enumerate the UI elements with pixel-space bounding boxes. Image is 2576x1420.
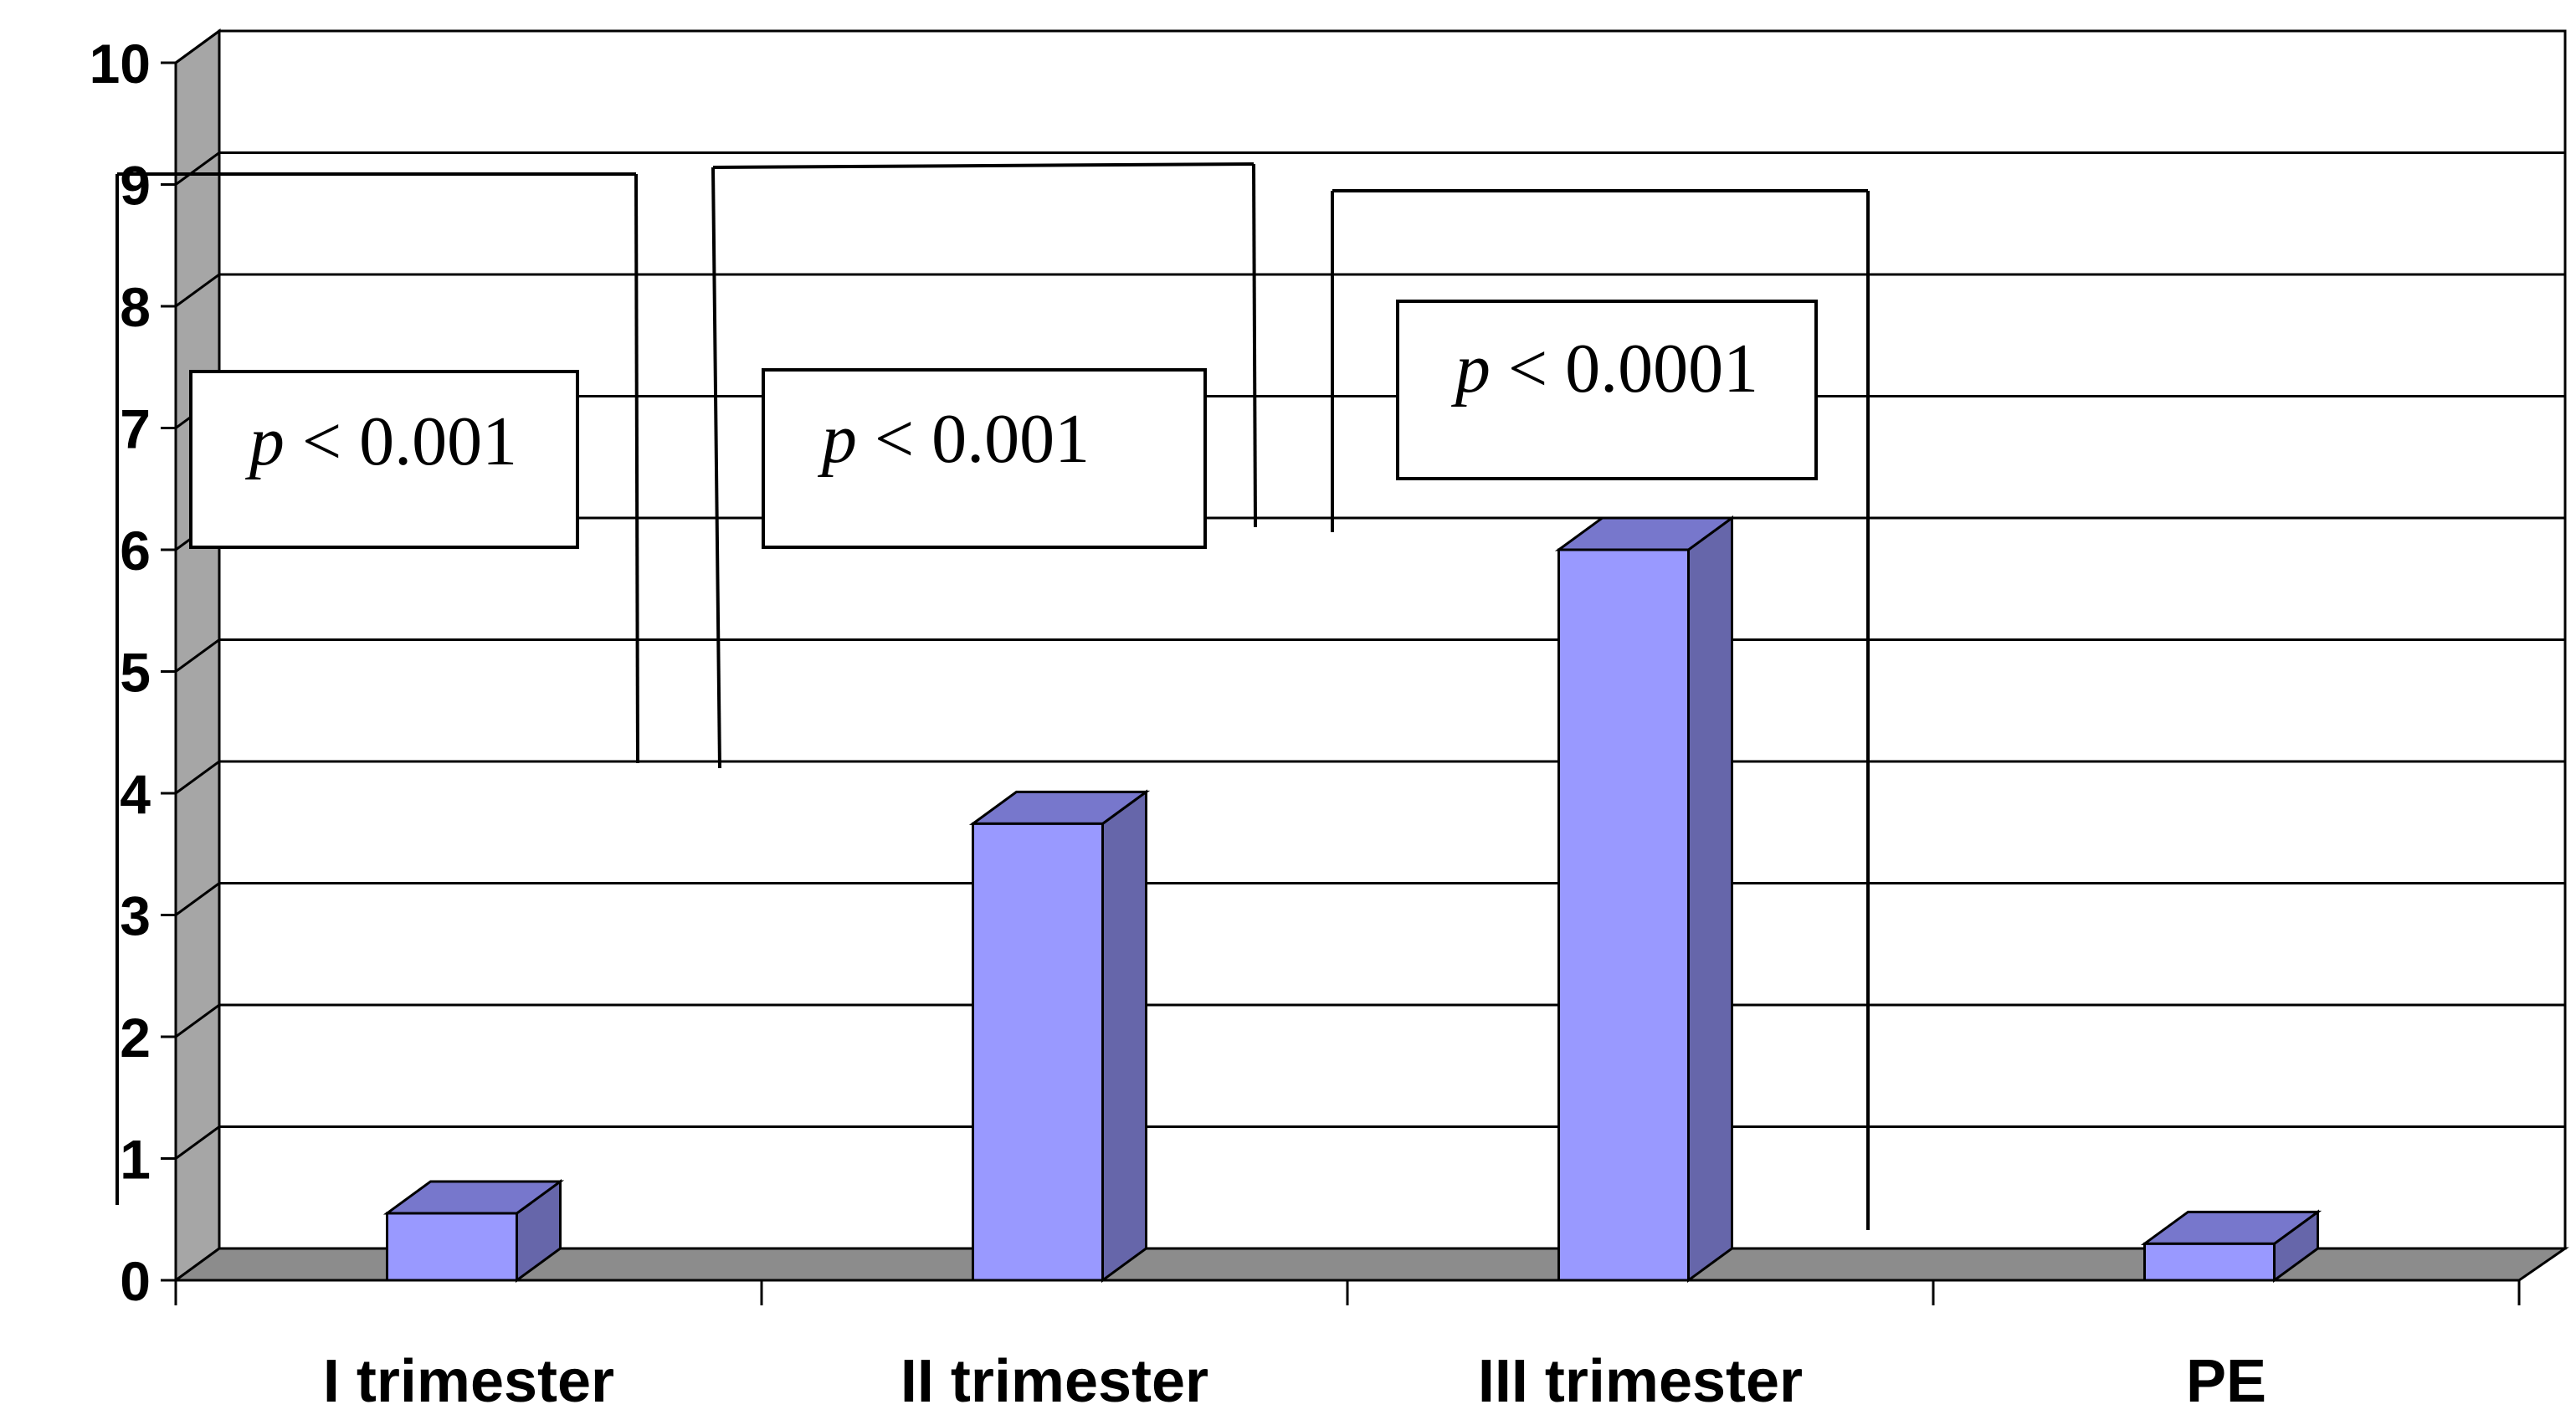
bracket-line [711, 167, 721, 769]
gridline [175, 1125, 2565, 1160]
gridline [175, 760, 2565, 795]
bracket-line [634, 173, 639, 764]
y-tick-label: 3 [120, 885, 151, 947]
p-value-label: p < 0.0001 [1451, 330, 1758, 408]
gridline [175, 273, 2565, 308]
bar [968, 789, 1151, 1283]
bar [2140, 1209, 2322, 1283]
gridline [175, 151, 2565, 186]
bar-front [2143, 1242, 2276, 1282]
y-tick-label: 5 [120, 642, 151, 704]
x-tick-label: PE [2186, 1348, 2266, 1415]
x-tick-label: III trimester [1478, 1348, 1803, 1415]
bar-side [1687, 515, 1733, 1283]
y-tick-label: 10 [90, 33, 151, 95]
bar-front [1557, 548, 1690, 1282]
x-tick-label: I trimester [323, 1348, 614, 1415]
bracket-line [1252, 163, 1257, 528]
y-tick-label: 6 [120, 520, 151, 582]
y-tick-label: 1 [120, 1129, 151, 1191]
gridline [175, 638, 2565, 673]
bar [1554, 515, 1737, 1283]
p-value-box [189, 370, 579, 549]
bar-side [1101, 789, 1147, 1283]
y-tick-label: 2 [120, 1007, 151, 1069]
bar-front [972, 822, 1104, 1282]
x-tick-label: II trimester [901, 1348, 1208, 1415]
significance-bracket: p < 0.0001 [1331, 189, 1870, 1230]
significance-bracket: p < 0.001 [115, 172, 639, 1205]
p-value-box [1396, 300, 1818, 480]
p-value-box [762, 368, 1207, 549]
bar [382, 1179, 565, 1283]
gridline [175, 1003, 2565, 1038]
gridline [175, 29, 2565, 64]
gridline [175, 882, 2565, 916]
y-tick-label: 8 [120, 276, 151, 338]
p-value-label: p < 0.001 [818, 400, 1090, 478]
bar-front [386, 1212, 518, 1282]
y-tick-label: 7 [120, 398, 151, 460]
y-tick-label: 9 [120, 155, 151, 217]
p-value-label: p < 0.001 [245, 402, 517, 480]
y-tick-label: 4 [120, 763, 151, 825]
y-tick-label: 0 [120, 1250, 151, 1312]
significance-bracket: p < 0.001 [711, 162, 1257, 769]
bracket-line [712, 162, 1255, 169]
